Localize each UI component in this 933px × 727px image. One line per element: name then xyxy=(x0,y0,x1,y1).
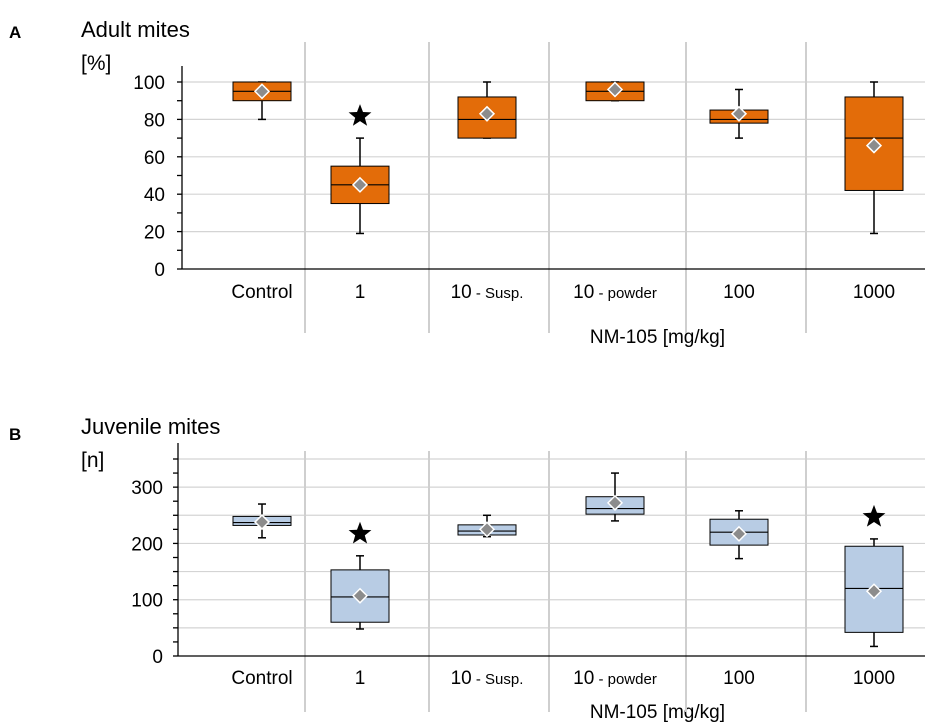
x-category-label: 10 - powder xyxy=(573,668,657,689)
mean-marker xyxy=(865,583,883,600)
x-category-label: 1000 xyxy=(853,282,895,303)
x-category-label: 1000 xyxy=(853,668,895,689)
y-tick-label: 40 xyxy=(144,185,165,206)
mean-marker xyxy=(730,525,748,542)
mean-marker xyxy=(865,137,883,154)
mean-marker xyxy=(478,521,496,538)
y-tick-label: 80 xyxy=(144,110,165,131)
y-tick-label: 0 xyxy=(152,647,163,668)
x-category-label: 1 xyxy=(355,668,366,689)
y-tick-label: 200 xyxy=(131,534,163,555)
panel-b-ylabel: [n] xyxy=(81,449,104,472)
y-tick-label: 0 xyxy=(154,260,165,281)
panel-b-plot: 0 100 200 300 Control 1 10 - Susp. 10 - powder 1… xyxy=(131,443,925,712)
panel-a-ylabel: [%] xyxy=(81,52,111,75)
panel-b-xlabel: NM-105 [mg/kg] xyxy=(590,702,725,723)
x-category-label: Control xyxy=(231,668,292,689)
x-category-label: 100 xyxy=(723,282,755,303)
y-tick-label: 300 xyxy=(131,478,163,499)
mean-marker xyxy=(351,176,369,193)
panel-a-xlabel: NM-105 [mg/kg] xyxy=(590,327,725,348)
x-category-label: 10 - Susp. xyxy=(451,668,524,689)
significance-star-icon xyxy=(348,521,372,544)
mean-marker xyxy=(478,105,496,122)
mean-marker xyxy=(253,513,271,531)
mean-marker xyxy=(606,494,624,511)
x-category-label: 100 xyxy=(723,668,755,689)
significance-star-icon xyxy=(348,104,372,126)
x-category-label: 1 xyxy=(355,282,366,303)
panel-b-title: Juvenile mites xyxy=(81,414,220,439)
panel-a-title: Adult mites xyxy=(81,17,190,42)
x-category-label: Control xyxy=(231,282,292,303)
y-tick-label: 100 xyxy=(131,591,163,612)
panel-b-letter: B xyxy=(9,425,21,444)
panel-a-letter: A xyxy=(9,23,21,42)
y-tick-label: 20 xyxy=(144,223,165,244)
panel-a-plot: 0 20 40 60 80 100 Control 1 10 - Susp. 10 - powde… xyxy=(133,42,925,333)
y-tick-label: 60 xyxy=(144,148,165,169)
mean-marker xyxy=(253,83,271,100)
mean-marker xyxy=(730,105,748,122)
x-category-label: 10 - Susp. xyxy=(451,282,524,303)
y-tick-label: 100 xyxy=(133,73,165,94)
mean-marker xyxy=(606,81,624,98)
significance-star-icon xyxy=(862,504,886,527)
mean-marker xyxy=(351,587,369,604)
x-category-label: 10 - powder xyxy=(573,282,657,303)
